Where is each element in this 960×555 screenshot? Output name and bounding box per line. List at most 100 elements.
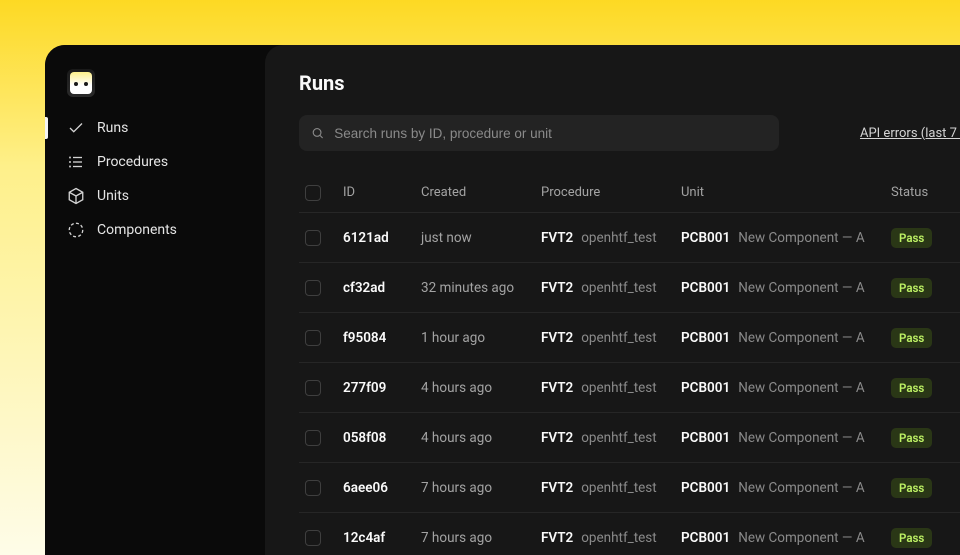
- cell-unit: PCB001 New Component — A: [681, 530, 891, 546]
- cell-status: Pass: [891, 478, 960, 498]
- cell-id: 277f09: [343, 380, 421, 396]
- row-checkbox[interactable]: [305, 330, 321, 346]
- cell-id: 12c4af: [343, 530, 421, 546]
- cell-unit: PCB001New Component — A: [681, 230, 891, 246]
- procedure-code: FVT2: [541, 530, 573, 546]
- sidebar-item-procedures[interactable]: Procedures: [45, 145, 265, 179]
- cube-icon: [67, 187, 85, 205]
- procedure-code: FVT2: [541, 330, 573, 346]
- table-row[interactable]: 6121adjust nowFVT2openhtf_testPCB001New …: [299, 213, 960, 263]
- cell-procedure: FVT2 openhtf_test: [541, 480, 681, 496]
- procedure-name: openhtf_test: [581, 530, 657, 546]
- cell-procedure: FVT2 openhtf_test: [541, 380, 681, 396]
- cell-id: 058f08: [343, 430, 421, 446]
- procedure-code: FVT2: [541, 430, 573, 446]
- cell-status: Pass: [891, 378, 960, 398]
- procedure-code: FVT2: [541, 230, 573, 246]
- cell-id: 6121ad: [343, 230, 421, 246]
- row-checkbox[interactable]: [305, 480, 321, 496]
- cell-procedure: FVT2 openhtf_test: [541, 430, 681, 446]
- search-input[interactable]: [334, 126, 767, 141]
- status-badge: Pass: [891, 428, 932, 448]
- select-all-checkbox[interactable]: [305, 185, 321, 201]
- row-checkbox[interactable]: [305, 430, 321, 446]
- procedure-name: openhtf_test: [581, 480, 657, 496]
- col-procedure: Procedure: [541, 185, 681, 200]
- unit-description: New Component — A: [738, 230, 864, 246]
- table-row[interactable]: 277f094 hours agoFVT2openhtf_testPCB001N…: [299, 363, 960, 413]
- sidebar-item-runs[interactable]: Runs: [45, 111, 265, 145]
- page-title: Runs: [299, 71, 960, 95]
- procedure-code: FVT2: [541, 480, 573, 496]
- row-checkbox[interactable]: [305, 280, 321, 296]
- status-badge: Pass: [891, 378, 932, 398]
- cell-id: 6aee06: [343, 480, 421, 496]
- main-content: Runs API errors (last 7 days): ID: [265, 45, 960, 555]
- cell-unit: PCB001 New Component — A: [681, 280, 891, 296]
- procedure-name: openhtf_test: [581, 330, 657, 346]
- cell-created: 32 minutes ago: [421, 280, 541, 296]
- cell-procedure: FVT2 openhtf_test: [541, 530, 681, 546]
- table-body: 6121adjust nowFVT2openhtf_testPCB001New …: [299, 213, 960, 555]
- unit-description: New Component — A: [738, 280, 864, 296]
- cell-created: 4 hours ago: [421, 430, 541, 446]
- cell-status: Pass: [891, 278, 960, 298]
- row-checkbox[interactable]: [305, 230, 321, 246]
- col-created: Created: [421, 185, 541, 200]
- app-logo[interactable]: [67, 69, 95, 97]
- table-header: ID Created Procedure Unit Status: [299, 173, 960, 213]
- col-status: Status: [891, 185, 960, 200]
- sidebar-item-label: Procedures: [97, 154, 168, 170]
- procedure-name: openhtf_test: [581, 280, 657, 296]
- table-row[interactable]: 12c4af7 hours agoFVT2 openhtf_test PCB001 N…: [299, 513, 960, 555]
- table-row[interactable]: cf32ad32 minutes agoFVT2 openhtf_test PCB0…: [299, 263, 960, 313]
- cell-created: 7 hours ago: [421, 530, 541, 546]
- cell-unit: PCB001New Component — A: [681, 480, 891, 496]
- api-errors-link[interactable]: API errors (last 7 days):: [860, 123, 960, 143]
- status-badge: Pass: [891, 278, 932, 298]
- unit-description: New Component — A: [738, 480, 864, 496]
- cell-created: 7 hours ago: [421, 480, 541, 496]
- cell-procedure: FVT2 openhtf_test: [541, 330, 681, 346]
- table-row[interactable]: 6aee067 hours agoFVT2 openhtf_test PCB001N…: [299, 463, 960, 513]
- cell-unit: PCB001 New Component — A: [681, 330, 891, 346]
- row-checkbox[interactable]: [305, 380, 321, 396]
- sidebar-item-units[interactable]: Units: [45, 179, 265, 213]
- sidebar-item-components[interactable]: Components: [45, 213, 265, 247]
- unit-code: PCB001: [681, 330, 730, 346]
- cell-procedure: FVT2 openhtf_test: [541, 230, 681, 246]
- unit-code: PCB001: [681, 280, 730, 296]
- procedure-code: FVT2: [541, 280, 573, 296]
- cell-id: cf32ad: [343, 280, 421, 296]
- row-checkbox[interactable]: [305, 530, 321, 546]
- page-background: Runs Procedures Units Components: [0, 0, 960, 555]
- check-icon: [67, 119, 85, 137]
- sidebar: Runs Procedures Units Components: [45, 45, 265, 555]
- list-icon: [67, 153, 85, 171]
- cell-procedure: FVT2 openhtf_test: [541, 280, 681, 296]
- unit-description: New Component — A: [738, 380, 864, 396]
- status-badge: Pass: [891, 528, 932, 548]
- cell-status: Pass: [891, 228, 960, 248]
- unit-description: New Component — A: [738, 330, 864, 346]
- cell-status: Pass: [891, 528, 960, 548]
- unit-description: New Component — A: [738, 530, 864, 546]
- col-unit: Unit: [681, 185, 891, 200]
- app-window: Runs Procedures Units Components: [45, 45, 960, 555]
- cell-unit: PCB001 New Component — A: [681, 380, 891, 396]
- unit-description: New Component — A: [738, 430, 864, 446]
- procedure-code: FVT2: [541, 380, 573, 396]
- procedure-name: openhtf_test: [581, 430, 657, 446]
- table-row[interactable]: 058f084 hours agoFVT2openhtf_testPCB001N…: [299, 413, 960, 463]
- col-id: ID: [343, 185, 421, 200]
- table-row[interactable]: f950841 hour agoFVT2openhtf_testPCB001Ne…: [299, 313, 960, 363]
- unit-code: PCB001: [681, 380, 730, 396]
- procedure-name: openhtf_test: [581, 230, 657, 246]
- sidebar-item-label: Units: [97, 188, 129, 204]
- status-badge: Pass: [891, 228, 932, 248]
- sidebar-item-label: Components: [97, 222, 177, 238]
- unit-code: PCB001: [681, 530, 730, 546]
- procedure-name: openhtf_test: [581, 380, 657, 396]
- cell-status: Pass: [891, 328, 960, 348]
- search-box[interactable]: [299, 115, 779, 151]
